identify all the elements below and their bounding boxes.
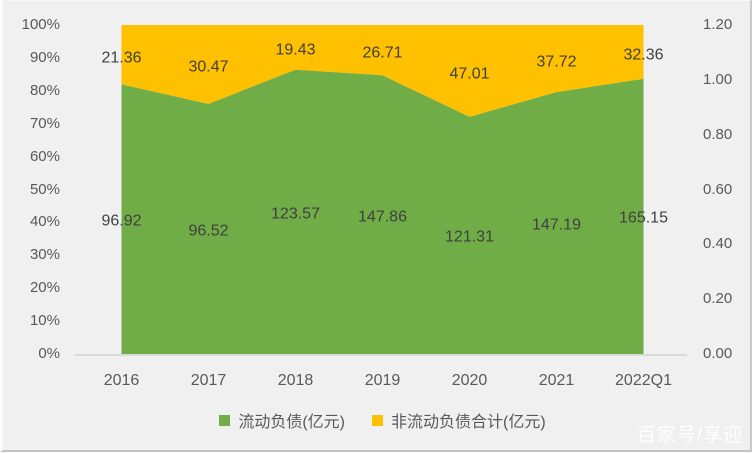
y-axis-tick-right: 0.40 (703, 235, 733, 253)
legend-swatch-icon (219, 414, 231, 426)
area-series-layers (75, 25, 687, 356)
x-axis-line (75, 354, 687, 356)
data-label-current: 165.15 (619, 209, 668, 227)
legend-label: 非流动负债合计(亿元) (391, 414, 546, 431)
x-axis-category-label: 2018 (277, 372, 314, 389)
stacked-area-plot (75, 25, 687, 356)
y-axis-tick-left: 40% (29, 213, 60, 231)
legend-item-noncurrent-liabilities: 非流动负债合计(亿元) (372, 408, 546, 432)
data-label-current: 121.31 (445, 228, 494, 246)
y-axis-tick-right: 1.00 (703, 70, 733, 88)
x-axis-category-label: 2021 (538, 372, 575, 389)
data-label-noncurrent: 19.43 (275, 41, 316, 59)
data-label-noncurrent: 47.01 (449, 65, 490, 83)
legend-label: 流动负债(亿元) (238, 414, 345, 431)
area-series-current-liabilities (121, 69, 644, 355)
y-axis-tick-right: 0.80 (703, 125, 733, 143)
y-axis-tick-left: 50% (29, 180, 60, 198)
y-axis-tick-left: 90% (29, 48, 60, 66)
x-axis-category-label: 2022Q1 (615, 372, 672, 389)
legend-item-current-liabilities: 流动负债(亿元) (219, 408, 345, 432)
data-label-current: 147.86 (358, 208, 407, 226)
x-axis-category-label: 2017 (190, 372, 227, 389)
y-axis-tick-left: 70% (29, 114, 60, 132)
data-label-noncurrent: 26.71 (362, 44, 403, 62)
area-series-noncurrent-liabilities (121, 25, 644, 117)
data-label-current: 123.57 (271, 205, 320, 223)
data-label-noncurrent: 21.36 (101, 49, 142, 67)
y-axis-tick-right: 0.20 (703, 290, 733, 308)
data-label-noncurrent: 37.72 (536, 53, 577, 71)
data-label-noncurrent: 32.36 (623, 46, 664, 64)
y-axis-tick-left: 20% (29, 279, 60, 297)
x-axis-category-label: 2019 (364, 372, 401, 389)
y-axis-tick-left: 80% (29, 81, 60, 99)
y-axis-tick-left: 30% (29, 246, 60, 264)
y-axis-tick-left: 60% (29, 147, 60, 165)
legend: 流动负债(亿元) 非流动负债合计(亿元) (78, 407, 687, 433)
data-label-current: 96.92 (101, 212, 142, 230)
y-axis-tick-right: 0.60 (703, 180, 733, 198)
data-label-current: 147.19 (532, 216, 581, 234)
y-axis-tick-left: 0% (38, 345, 60, 362)
data-label-noncurrent: 30.47 (188, 58, 229, 76)
y-axis-tick-left: 100% (21, 16, 60, 33)
legend-swatch-icon (372, 414, 383, 426)
x-axis-category-label: 2016 (103, 372, 140, 389)
data-label-current: 96.52 (188, 222, 229, 240)
y-axis-tick-left: 10% (29, 312, 60, 330)
watermark: 百家号/享迎 (636, 425, 743, 446)
y-axis-tick-right: 1.20 (703, 16, 733, 33)
y-axis-tick-right: 0.00 (703, 345, 733, 362)
x-axis-category-label: 2020 (451, 372, 488, 389)
